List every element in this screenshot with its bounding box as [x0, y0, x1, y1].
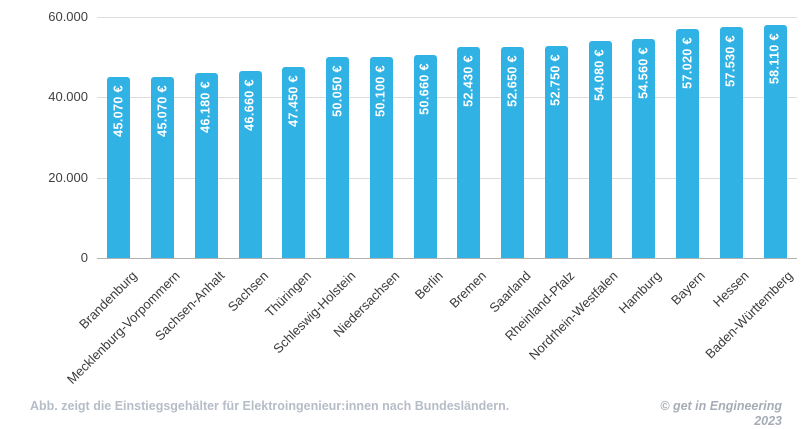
- bar: 47.450 €: [282, 67, 306, 258]
- bar: 58.110 €: [763, 24, 787, 258]
- gridline: [97, 97, 797, 99]
- x-tick-label: Bremen: [446, 268, 490, 311]
- bar: 45.070 €: [107, 76, 131, 258]
- bar: 50.660 €: [413, 54, 437, 258]
- x-tick-label: Hessen: [710, 268, 752, 310]
- bar: 54.080 €: [588, 40, 612, 258]
- bar: 45.070 €: [151, 76, 175, 258]
- bar: 57.530 €: [719, 26, 743, 258]
- x-tick-label: Bayern: [668, 268, 709, 308]
- gridline: [97, 177, 797, 179]
- bar: 54.560 €: [632, 38, 656, 258]
- bar: 52.750 €: [544, 46, 568, 258]
- x-tick-label: Hamburg: [616, 268, 665, 317]
- bar: 46.180 €: [194, 72, 218, 258]
- bar: 50.100 €: [369, 56, 393, 258]
- y-tick-label: 0: [80, 250, 88, 265]
- plot-area: 45.070 € 45.070 € 46.180 € 46.660 € 47.450 €…: [97, 17, 797, 259]
- bar: 57.020 €: [676, 28, 700, 258]
- x-tick-label: Baden-Württemberg: [702, 268, 796, 362]
- x-axis-line: [97, 258, 797, 259]
- bar: 52.650 €: [501, 46, 525, 258]
- x-tick-label: Berlin: [411, 268, 446, 303]
- y-tick-label: 60.000: [48, 9, 88, 24]
- chart-caption: Abb. zeigt die Einstiegsgehälter für Ele…: [30, 399, 510, 413]
- gridline: [97, 17, 797, 18]
- attribution-source: © get in Engineering: [660, 399, 782, 413]
- x-tick-label: Schleswig-Holstein: [269, 268, 359, 357]
- attribution-year: 2023: [754, 414, 782, 428]
- y-tick-label: 40.000: [48, 89, 88, 105]
- bar: 46.660 €: [238, 70, 262, 258]
- attribution: © get in Engineering 2023: [660, 399, 782, 429]
- bar: 50.050 €: [326, 56, 350, 258]
- y-tick-label: 20.000: [48, 169, 88, 185]
- bar: 52.430 €: [457, 47, 481, 258]
